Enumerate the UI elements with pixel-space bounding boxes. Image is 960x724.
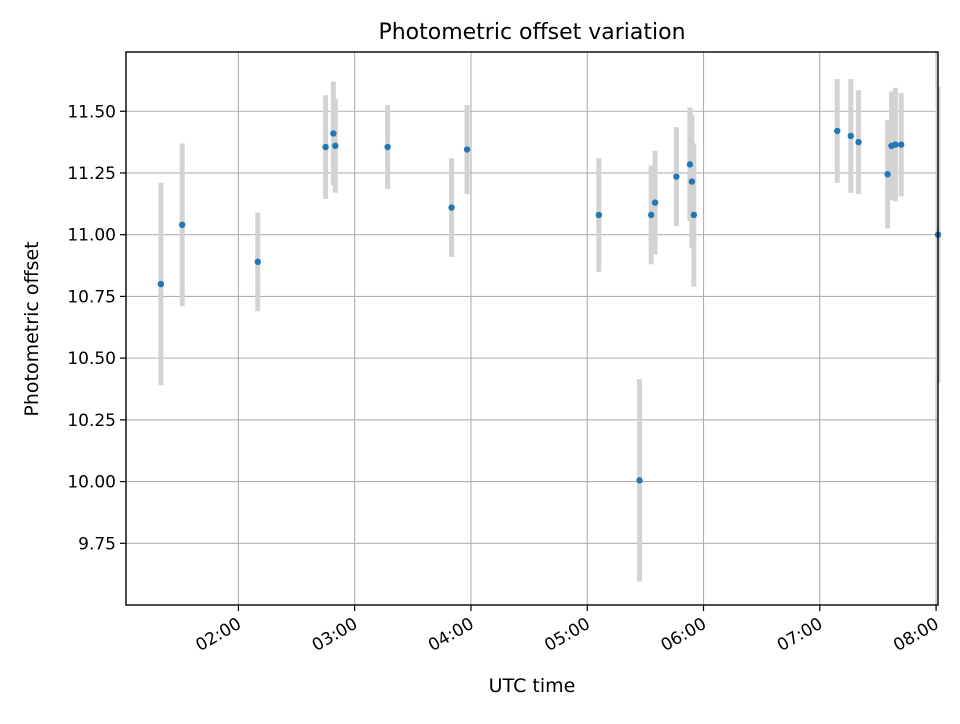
grid-lines (126, 52, 938, 605)
y-axis-label: Photometric offset (21, 241, 43, 416)
data-point (636, 477, 643, 484)
data-point (254, 258, 261, 266)
data-point (673, 173, 680, 180)
data-point (595, 211, 603, 219)
data-point (157, 280, 165, 288)
y-tick-label: 11.00 (67, 226, 116, 246)
data-point (847, 132, 854, 140)
y-tick-label: 10.50 (67, 349, 116, 369)
y-tick-label: 11.50 (67, 102, 116, 122)
data-point (690, 211, 698, 219)
plot-frame (125, 51, 939, 606)
data-point (463, 146, 471, 153)
x-tick-label: 05:00 (541, 614, 593, 656)
data-point (448, 204, 455, 211)
y-tick-label: 11.25 (67, 164, 116, 184)
data-point (884, 171, 891, 178)
data-point (897, 141, 905, 148)
data-point (688, 178, 696, 185)
chart-title: Photometric offset variation (378, 20, 685, 45)
data-point (651, 199, 659, 206)
x-tick-label: 02:00 (192, 614, 244, 656)
data-point (330, 130, 337, 137)
x-tick-label: 06:00 (658, 614, 710, 656)
y-tick-label: 9.75 (78, 534, 116, 554)
x-tick-label: 08:00 (890, 614, 942, 656)
x-tick-label: 04:00 (425, 614, 477, 656)
x-tick-label: 03:00 (309, 614, 361, 656)
y-tick-label: 10.25 (67, 411, 116, 431)
data-point (855, 138, 862, 146)
data-point (892, 141, 899, 148)
data-point (686, 161, 694, 168)
x-axis-ticks: 02:00 03:00 04:00 05:00 06:00 07:00 08:00 (192, 605, 943, 656)
data-point (322, 143, 329, 151)
y-axis-ticks: 9.75 10.00 10.25 10.50 10.75 11.00 11.25 11.50 (67, 102, 126, 554)
data-point (332, 142, 339, 150)
x-axis-label: UTC time (489, 675, 576, 697)
error-bars (158, 79, 941, 582)
y-tick-label: 10.75 (67, 287, 116, 307)
data-point (647, 211, 655, 219)
y-tick-label: 10.00 (67, 473, 116, 493)
x-tick-label: 07:00 (774, 614, 826, 656)
data-points (157, 127, 942, 484)
data-point (834, 127, 841, 135)
data-point (179, 221, 186, 229)
data-point (384, 143, 391, 151)
